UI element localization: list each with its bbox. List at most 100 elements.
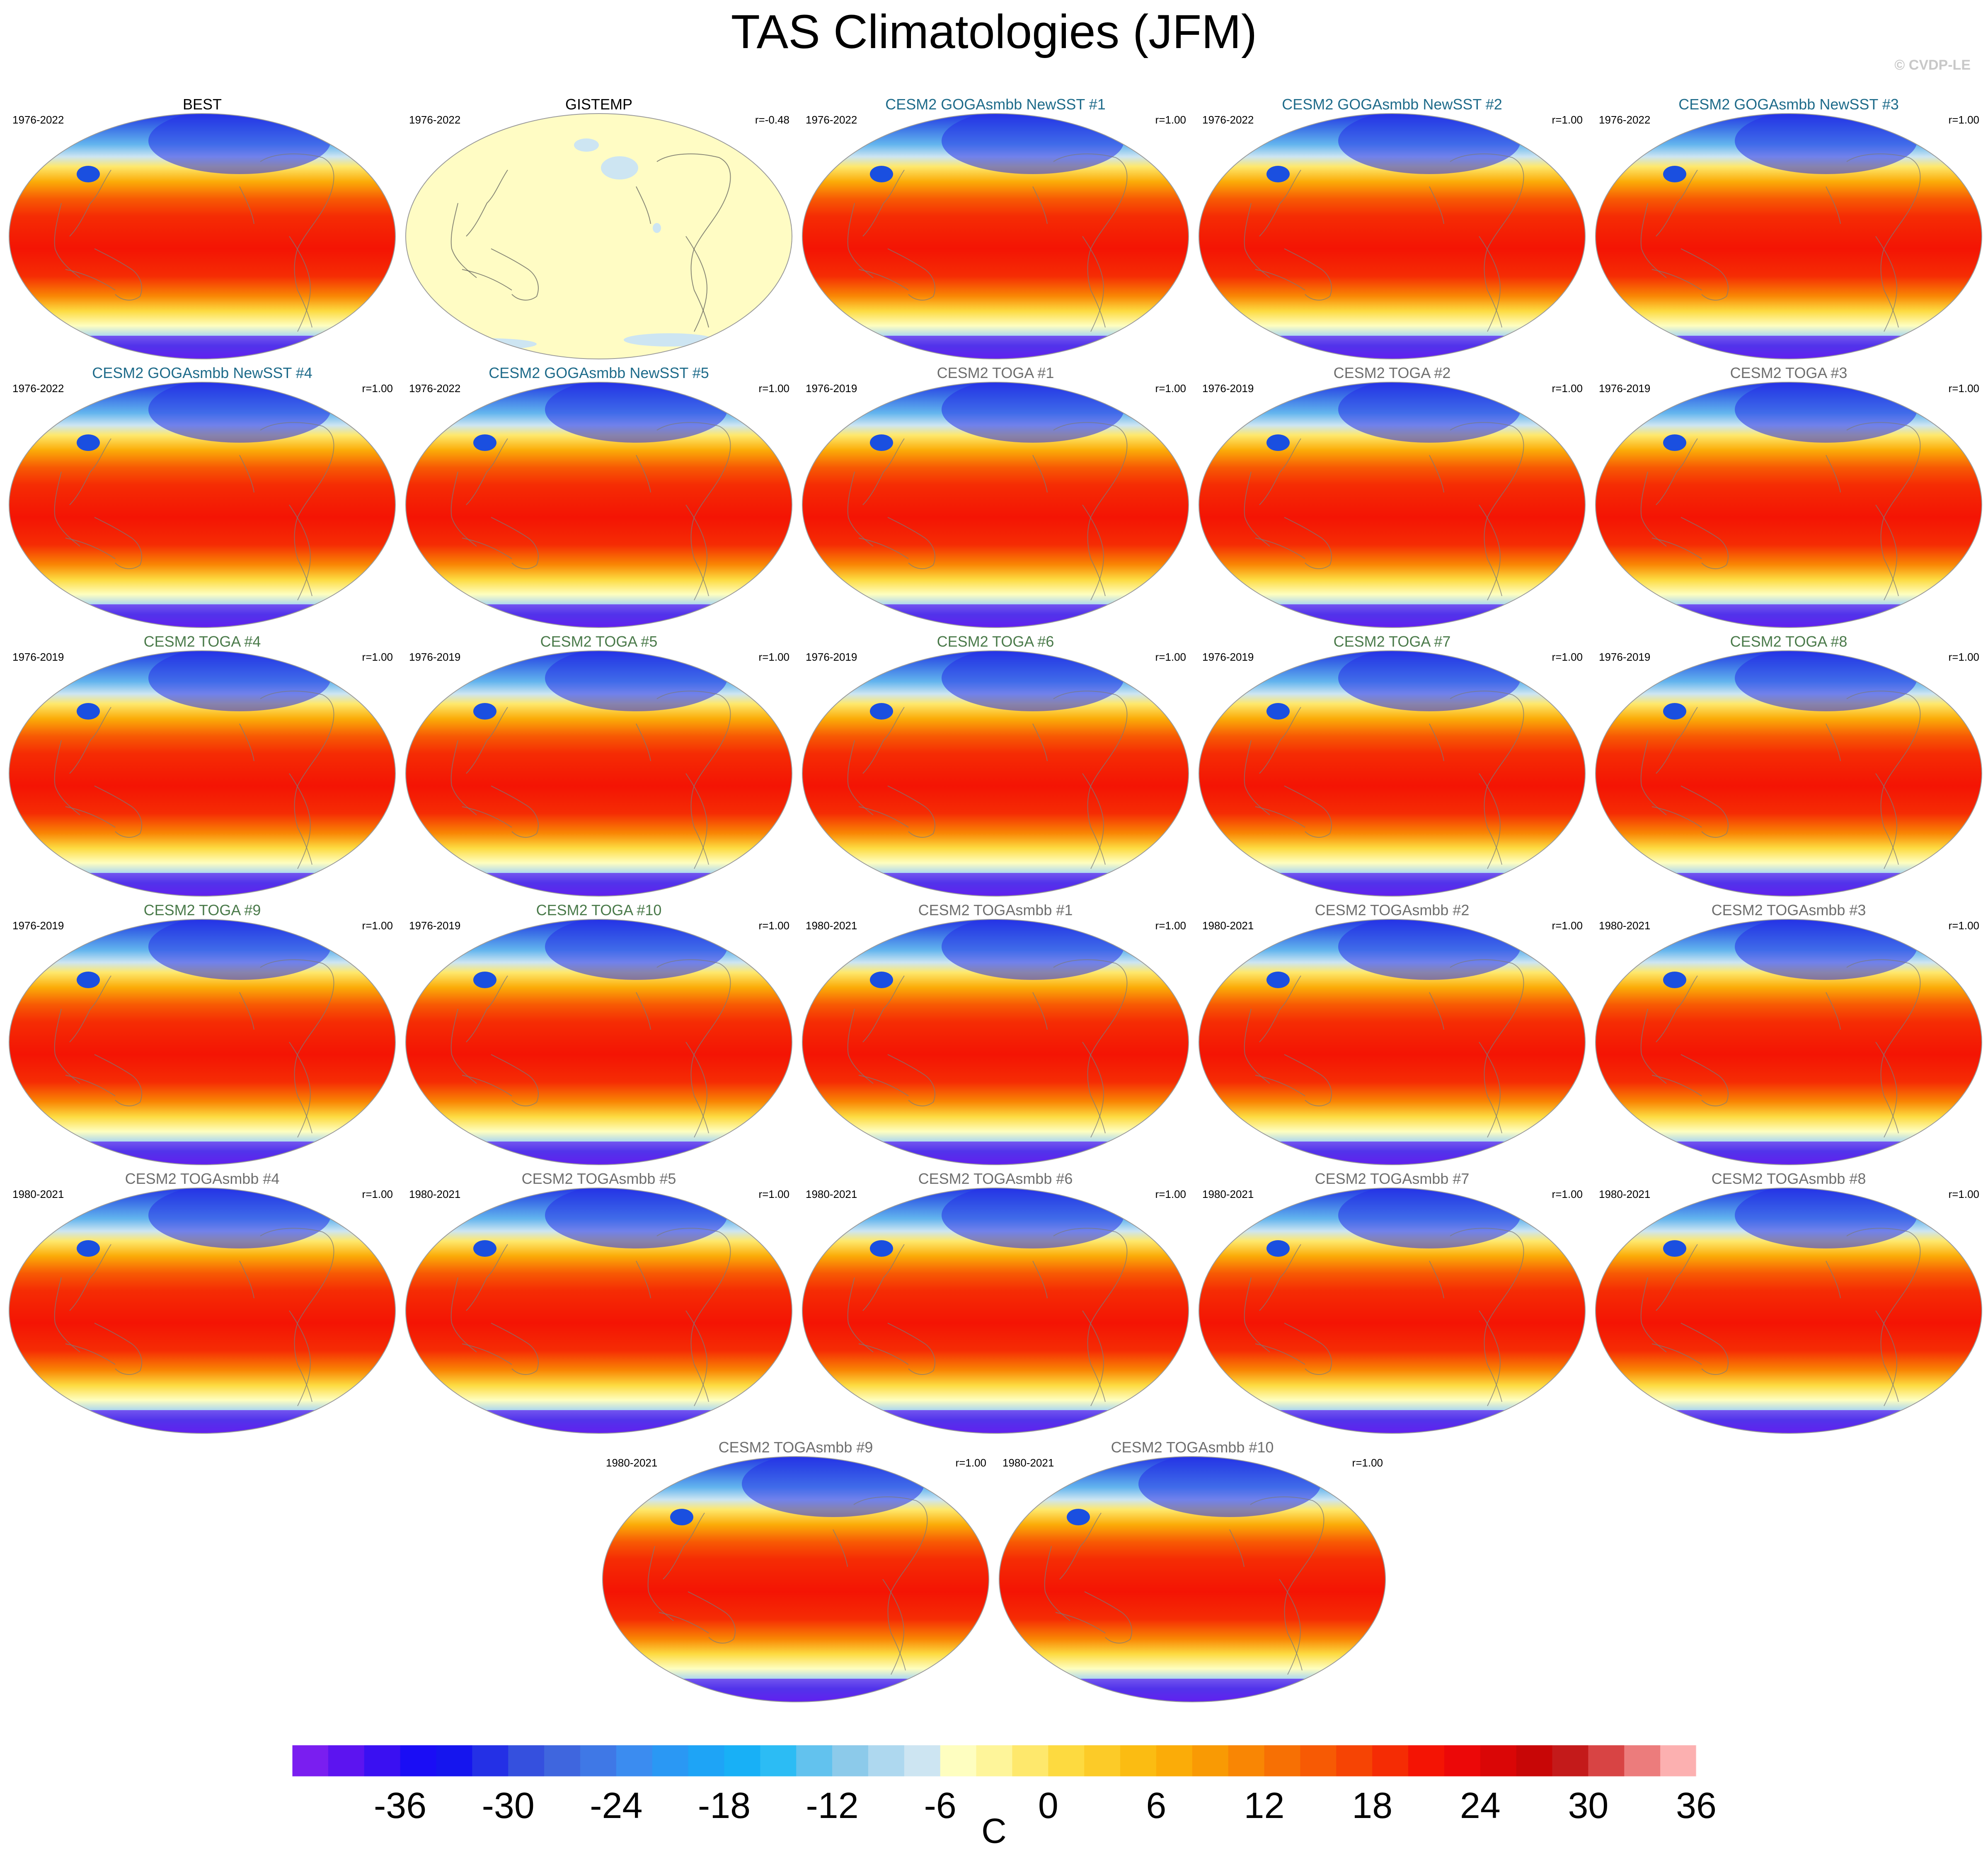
- world-map: [1199, 919, 1586, 1165]
- map-panel: CESM2 TOGAsmbb #5 1980-2021 r=1.00: [404, 1170, 794, 1435]
- map-panel: CESM2 TOGAsmbb #8 1980-2021 r=1.00: [1594, 1170, 1983, 1435]
- panel-years: 1980-2021: [606, 1457, 658, 1469]
- world-map: [9, 919, 396, 1165]
- map-panel: CESM2 TOGA #10 1976-2019 r=1.00: [404, 901, 794, 1166]
- panel-pattern-correlation: r=1.00: [1552, 919, 1583, 932]
- map-panel: CESM2 TOGA #9 1976-2019 r=1.00: [7, 901, 397, 1166]
- panel-years: 1976-2019: [12, 919, 64, 932]
- panel-pattern-correlation: r=1.00: [1155, 114, 1186, 126]
- world-map: [802, 919, 1189, 1165]
- panel-years: 1980-2021: [1599, 919, 1651, 932]
- world-map: [1595, 382, 1982, 628]
- panel-pattern-correlation: r=1.00: [1948, 651, 1979, 663]
- panel-title: CESM2 GOGAsmbb NewSST #3: [1678, 96, 1899, 113]
- colorbar-box: [1408, 1745, 1445, 1777]
- panel-title: CESM2 GOGAsmbb NewSST #2: [1282, 96, 1502, 113]
- panel-years: 1976-2019: [1202, 382, 1254, 395]
- map-panel: CESM2 TOGA #3 1976-2019 r=1.00: [1594, 364, 1983, 629]
- panel-pattern-correlation: r=1.00: [1948, 382, 1979, 395]
- colorbar-box: [580, 1745, 617, 1777]
- panel-pattern-correlation: r=1.00: [1948, 1188, 1979, 1200]
- panel-pattern-correlation: r=1.00: [1155, 919, 1186, 932]
- map-panel: CESM2 TOGA #8 1976-2019 r=1.00: [1594, 633, 1983, 898]
- colorbar-box: [1084, 1745, 1121, 1777]
- world-map: [9, 650, 396, 897]
- map-panel: CESM2 TOGAsmbb #10 1980-2021 r=1.00: [998, 1438, 1387, 1704]
- world-map: [1199, 113, 1586, 359]
- colorbar-box: [472, 1745, 509, 1777]
- panel-title: CESM2 TOGAsmbb #4: [125, 1170, 280, 1187]
- map-panel: CESM2 TOGA #5 1976-2019 r=1.00: [404, 633, 794, 898]
- page-title: TAS Climatologies (JFM): [731, 5, 1257, 58]
- colorbar-box: [544, 1745, 581, 1777]
- panel-title: CESM2 TOGAsmbb #9: [718, 1439, 873, 1456]
- panel-title: GISTEMP: [565, 96, 633, 113]
- panel-title: BEST: [182, 96, 222, 113]
- map-panel: CESM2 TOGA #1 1976-2019 r=1.00: [801, 364, 1190, 629]
- panel-pattern-correlation: r=1.00: [758, 382, 789, 395]
- panel-years: 1976-2022: [1202, 114, 1254, 126]
- world-map: [405, 113, 792, 359]
- panel-title: CESM2 TOGAsmbb #8: [1711, 1170, 1866, 1187]
- world-map: [9, 113, 396, 359]
- map-panel: CESM2 TOGAsmbb #1 1980-2021 r=1.00: [801, 901, 1190, 1166]
- panel-title: CESM2 TOGA #3: [1730, 364, 1848, 381]
- world-map: [1595, 1188, 1982, 1434]
- panel-title: CESM2 TOGAsmbb #2: [1315, 902, 1470, 919]
- panel-pattern-correlation: r=1.00: [1155, 1188, 1186, 1200]
- map-panel: CESM2 GOGAsmbb NewSST #2 1976-2022 r=1.00: [1197, 95, 1587, 361]
- map-panel: CESM2 TOGA #4 1976-2019 r=1.00: [7, 633, 397, 898]
- world-map: [802, 1188, 1189, 1434]
- panel-pattern-correlation: r=1.00: [1552, 382, 1583, 395]
- world-map: [405, 1188, 792, 1434]
- map-panel: CESM2 GOGAsmbb NewSST #4 1976-2022 r=1.00: [7, 364, 397, 629]
- map-panel: CESM2 GOGAsmbb NewSST #1 1976-2022 r=1.00: [801, 95, 1190, 361]
- colorbar-box: [1588, 1745, 1625, 1777]
- colorbar-box: [1480, 1745, 1517, 1777]
- panel-years: 1976-2019: [1599, 382, 1651, 395]
- world-map: [9, 1188, 396, 1434]
- panel-pattern-correlation: r=1.00: [362, 1188, 393, 1200]
- panel-title: CESM2 GOGAsmbb NewSST #4: [92, 364, 312, 381]
- map-panel: BEST 1976-2022: [7, 95, 397, 361]
- panel-title: CESM2 GOGAsmbb NewSST #5: [489, 364, 709, 381]
- panel-title: CESM2 TOGAsmbb #10: [1111, 1439, 1274, 1456]
- world-map: [405, 919, 792, 1165]
- colorbar-box: [436, 1745, 472, 1777]
- colorbar-box: [292, 1745, 329, 1777]
- panel-pattern-correlation: r=1.00: [758, 919, 789, 932]
- colorbar-box: [976, 1745, 1013, 1777]
- panel-years: 1980-2021: [409, 1188, 461, 1200]
- colorbar-box: [796, 1745, 833, 1777]
- panel-pattern-correlation: r=1.00: [362, 651, 393, 663]
- colorbar-box: [868, 1745, 905, 1777]
- panel-title: CESM2 TOGA #8: [1730, 633, 1848, 650]
- panel-pattern-correlation: r=1.00: [758, 1188, 789, 1200]
- panel-pattern-correlation: r=1.00: [1155, 382, 1186, 395]
- panel-title: CESM2 TOGA #10: [536, 902, 662, 919]
- colorbar-box: [1156, 1745, 1193, 1777]
- panel-pattern-correlation: r=1.00: [1948, 919, 1979, 932]
- map-panel: CESM2 TOGAsmbb #2 1980-2021 r=1.00: [1197, 901, 1587, 1166]
- panel-title: CESM2 TOGA #9: [143, 902, 261, 919]
- panel-title: CESM2 TOGAsmbb #7: [1315, 1170, 1470, 1187]
- map-panel: CESM2 GOGAsmbb NewSST #5 1976-2022 r=1.00: [404, 364, 794, 629]
- world-map: [9, 382, 396, 628]
- panel-years: 1980-2021: [806, 919, 857, 932]
- panel-title: CESM2 TOGAsmbb #6: [918, 1170, 1073, 1187]
- panel-years: 1976-2022: [806, 114, 857, 126]
- world-map: [1595, 650, 1982, 897]
- world-map: [802, 650, 1189, 897]
- panel-years: 1980-2021: [1202, 1188, 1254, 1200]
- colorbar-box: [1660, 1745, 1697, 1777]
- panel-pattern-correlation: r=1.00: [1948, 114, 1979, 126]
- colorbar-unit-label: C: [981, 1811, 1007, 1850]
- panel-title: CESM2 TOGA #4: [143, 633, 261, 650]
- panel-title: CESM2 TOGA #2: [1333, 364, 1451, 381]
- panel-years: 1976-2019: [409, 651, 461, 663]
- panel-pattern-correlation: r=-0.48: [755, 114, 789, 126]
- panel-years: 1980-2021: [12, 1188, 64, 1200]
- map-panel: CESM2 TOGAsmbb #6 1980-2021 r=1.00: [801, 1170, 1190, 1435]
- colorbar-box: [508, 1745, 545, 1777]
- panel-pattern-correlation: r=1.00: [362, 382, 393, 395]
